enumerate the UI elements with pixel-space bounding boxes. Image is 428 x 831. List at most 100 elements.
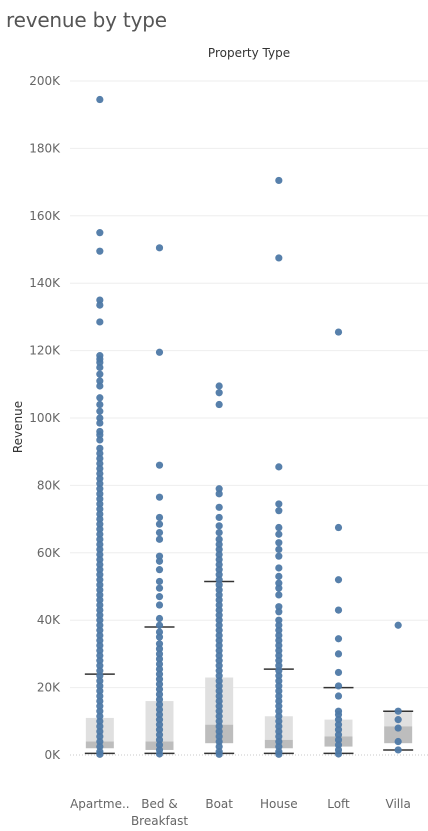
category-label: Bed &: [141, 797, 177, 811]
data-point: [334, 606, 343, 614]
data-point: [275, 657, 283, 665]
data-point: [334, 736, 343, 744]
y-tick-layer: 0K 20K 40K 60K 80K 100K 120K 140K 160K 180K 200K: [29, 74, 61, 762]
data-point: [96, 742, 104, 751]
data-point: [215, 732, 223, 741]
data-point: [215, 626, 223, 634]
data-point: [275, 621, 283, 629]
data-point: [215, 555, 223, 564]
data-point: [96, 631, 104, 639]
data-point: [96, 717, 104, 725]
data-point: [96, 520, 104, 528]
data-point: [215, 717, 223, 725]
data-point: [155, 660, 164, 668]
data-point: [96, 475, 104, 483]
data-point: [155, 670, 164, 678]
data-point: [96, 566, 104, 574]
data-point: [155, 535, 164, 543]
data-point: [155, 726, 164, 734]
data-point: [215, 513, 223, 522]
y-tick-label: 20K: [37, 681, 61, 695]
data-point: [275, 500, 283, 508]
data-point: [96, 459, 104, 468]
data-point: [96, 505, 104, 513]
data-point: [275, 667, 283, 675]
data-point: [155, 655, 164, 663]
data-point: [155, 244, 164, 252]
data-point: [215, 687, 223, 695]
point-layer: [96, 95, 402, 758]
data-point: [275, 672, 283, 680]
data-point: [334, 721, 343, 729]
data-point: [96, 616, 104, 624]
data-point: [215, 657, 223, 665]
data-point: [155, 614, 164, 623]
data-point: [155, 640, 164, 648]
data-point: [155, 665, 164, 673]
data-point: [215, 596, 223, 604]
data-point: [275, 463, 283, 471]
data-point: [275, 702, 283, 710]
data-point: [96, 296, 104, 304]
data-point: [96, 414, 104, 422]
data-point: [96, 470, 104, 478]
data-point: [155, 628, 164, 636]
data-point: [155, 621, 164, 629]
column-header: Property Type: [207, 46, 291, 60]
data-point: [275, 608, 283, 616]
data-point: [275, 750, 283, 758]
data-point: [275, 572, 283, 580]
data-point: [215, 545, 223, 554]
data-point: [155, 348, 164, 356]
data-point: [215, 621, 223, 629]
data-point: [215, 485, 223, 493]
data-point: [215, 662, 223, 670]
data-point: [275, 603, 283, 611]
data-point: [215, 712, 223, 720]
data-point: [394, 746, 402, 754]
data-point: [215, 560, 223, 569]
y-tick-label: 100K: [29, 411, 61, 425]
data-point: [215, 697, 223, 705]
data-point: [155, 736, 164, 744]
data-point: [155, 528, 164, 537]
data-point: [394, 716, 402, 724]
data-point: [275, 732, 283, 741]
data-point: [96, 606, 104, 614]
category-label: Breakfast: [131, 814, 188, 828]
data-point: [96, 510, 104, 518]
grid-layer: [70, 80, 428, 756]
data-point: [334, 650, 343, 658]
data-point: [96, 727, 104, 736]
data-point: [96, 431, 104, 439]
data-point: [334, 750, 343, 758]
data-point: [96, 697, 104, 705]
data-point: [96, 657, 104, 665]
data-point: [334, 668, 343, 677]
data-point: [215, 641, 223, 650]
data-point: [215, 400, 223, 409]
data-point: [275, 591, 283, 599]
data-point: [275, 651, 283, 660]
data-point: [215, 503, 223, 511]
data-point: [215, 631, 223, 639]
data-point: [275, 631, 283, 639]
data-point: [96, 707, 104, 715]
data-point: [275, 641, 283, 650]
data-point: [96, 702, 104, 710]
data-point: [275, 626, 283, 634]
data-point: [215, 702, 223, 710]
data-point: [155, 513, 164, 522]
data-point: [96, 662, 104, 670]
data-point: [96, 560, 104, 569]
data-point: [96, 400, 104, 409]
category-label: Villa: [386, 797, 411, 811]
data-point: [275, 564, 283, 572]
data-point: [96, 525, 104, 533]
data-point: [96, 732, 104, 741]
data-point: [215, 651, 223, 660]
data-point: [96, 358, 104, 366]
data-point: [96, 591, 104, 599]
data-point: [155, 750, 164, 758]
